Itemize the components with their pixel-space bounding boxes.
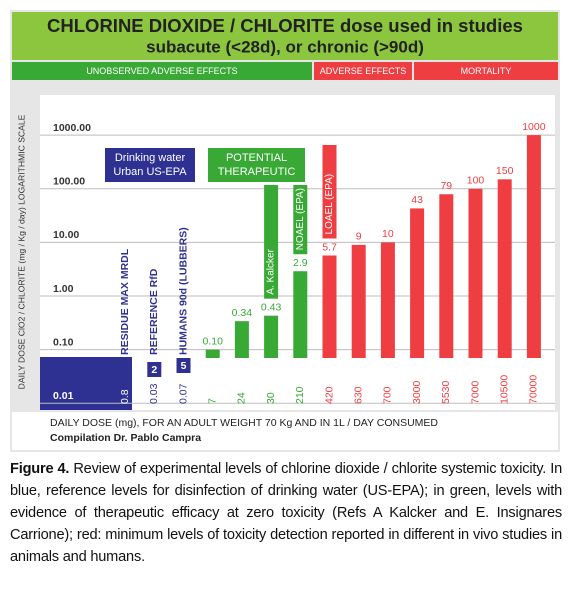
bar-banner [322,145,337,239]
box-label: 5 [181,360,187,372]
value-label: 0.10 [202,335,223,347]
x-tick-label: 0.07 [177,383,189,404]
x-tick-label: 0.8 [119,389,131,404]
bar [497,179,512,358]
y-tick-label: 0.10 [53,336,74,348]
caption-text: Review of experimental levels of chlorin… [10,461,562,565]
value-label: 0.43 [261,301,282,313]
box-label: 2 [151,364,157,376]
credit: Compilation Dr. Pablo Campra [50,432,201,444]
value-label: 79 [440,180,452,192]
group-label: Drinking water [115,152,186,164]
bar [410,208,425,358]
bar [468,188,483,358]
label-box [147,362,162,377]
value-label: 10 [382,228,394,240]
x-tick-label: 210 [294,386,306,404]
group-box [208,148,305,182]
zone-label: ADVERSE EFFECTS [320,66,407,76]
value-label: 0.34 [232,307,253,319]
value-label: 1000 [522,121,546,133]
zone-label: MORTALITY [461,66,512,76]
bar [322,255,337,358]
x-tick-label: 70000 [528,375,540,404]
bar [234,321,249,358]
label-box [176,358,191,373]
y-tick-label: 0.01 [53,390,74,402]
title: CHLORINE DIOXIDE / CHLORITE dose used in… [47,15,523,36]
footer-band [12,412,558,450]
bar-text: A. Kalcker [266,248,277,294]
x-tick-label: 10500 [498,375,510,404]
x-tick-label: 0.03 [148,383,160,404]
zone-band [12,62,312,80]
bar [205,349,220,358]
y-axis-label: DAILY DOSE ClO2 / CHLORITE (mg / Kg / da… [16,114,26,389]
bar-text: LOAEL (EPA) [324,174,335,235]
y-tick-label: 100.00 [53,176,85,188]
header-band [12,12,558,60]
subtitle: subacute (<28d), or chronic (>90d) [146,37,424,56]
caption: Figure 4. Review of experimental levels … [10,458,562,568]
group-box [105,148,195,182]
bar-text: REFERENCE RfD [148,268,160,355]
x-tick-label: 24 [236,392,248,404]
x-tick-label: 700 [382,386,394,404]
y-tick-label: 1.00 [53,283,74,295]
x-tick-label: 7 [206,398,218,404]
bar [264,315,279,358]
group-label: THERAPEUTIC [218,166,296,178]
x-tick-label: 3000 [411,380,423,404]
x-tick-label: 30 [265,392,277,404]
bar [380,242,395,358]
value-label: 150 [496,165,514,177]
bar [293,271,308,358]
zone-label: UNOBSERVED ADVERSE EFFECTS [86,66,237,76]
bar-banner [264,185,279,299]
value-label: 100 [467,175,485,187]
figure: CHLORINE DIOXIDE / CHLORITE dose used in… [10,10,560,452]
x-axis-label: DAILY DOSE (mg), FOR AN ADULT WEIGHT 70 … [50,417,438,429]
value-label: 9 [356,231,362,243]
x-tick-label: 420 [323,386,335,404]
x-tick-label: 630 [352,386,364,404]
value-label: 5.7 [322,241,337,253]
value-label: 2.9 [293,257,308,269]
group-label: Urban US-EPA [113,166,187,178]
bar-text: NOAEL (EPA) [295,188,306,250]
group-label: POTENTIAL [226,152,287,164]
y-tick-label: 10.00 [53,229,79,241]
zone-band [414,62,558,80]
base-block [40,357,132,410]
zone-band [314,62,412,80]
bar [439,194,454,358]
x-tick-label: 5530 [440,380,452,404]
value-label: 43 [411,194,423,206]
x-tick-label: 7000 [469,380,481,404]
bar-banner [293,185,308,255]
y-tick-label: 1000.00 [53,122,91,134]
bar [351,244,366,358]
bar-text: RESIDUE MAX MRDL [119,248,131,355]
bar [526,135,541,358]
caption-label: Figure 4. [10,461,70,477]
bar-text: HUMANS 90d (LUBBERS) [177,227,189,355]
